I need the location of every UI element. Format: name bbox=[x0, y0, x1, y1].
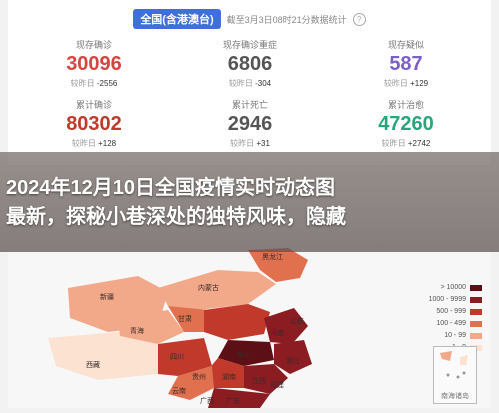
help-icon[interactable]: ? bbox=[352, 12, 366, 26]
stat-value: 47260 bbox=[378, 113, 434, 135]
stat-total-cured: 累计治愈 47260 较昨日 +2742 bbox=[326, 98, 486, 149]
stat-total-confirmed: 累计确诊 80302 较昨日 +128 bbox=[14, 98, 174, 149]
map-region-qinghai bbox=[118, 310, 184, 344]
map-region-hunan bbox=[208, 358, 244, 388]
map-region-zhejiang bbox=[274, 340, 312, 374]
stat-delta: 较昨日 +2742 bbox=[381, 139, 431, 148]
map-label: 湖北 bbox=[236, 352, 250, 359]
stats-panel: 全国(含港澳台) 截至3月3日08时21分数据统计 ? 现存确诊 30096 较… bbox=[8, 0, 491, 165]
map-label: 内蒙古 bbox=[198, 285, 219, 292]
legend-item: 10 - 99 bbox=[420, 330, 482, 341]
map-label: 广东 bbox=[226, 398, 240, 405]
stat-delta: 较昨日 +128 bbox=[71, 139, 117, 148]
headline-overlay bbox=[0, 152, 499, 252]
legend-item: 500 - 999 bbox=[420, 306, 482, 317]
legend-item: 100 - 499 bbox=[420, 318, 482, 329]
stat-label: 现存确诊重症 bbox=[222, 40, 277, 50]
map-label: 江西 bbox=[252, 378, 266, 385]
map-label: 新疆 bbox=[100, 294, 114, 301]
map-label: 河南 bbox=[270, 330, 284, 337]
stat-label: 累计死亡 bbox=[231, 100, 268, 110]
map-label: 贵州 bbox=[192, 374, 206, 381]
stats-header: 全国(含港澳台) 截至3月3日08时21分数据统计 ? bbox=[8, 8, 491, 30]
map-region-yunnan-guizhou bbox=[168, 366, 214, 400]
update-time: 截至3月3日08时21分数据统计 bbox=[226, 14, 347, 25]
map-region-xizang bbox=[48, 332, 158, 380]
map-label: 黑龙江 bbox=[262, 254, 283, 261]
stat-value: 6806 bbox=[227, 53, 273, 75]
inset-label: 南海诸岛 bbox=[441, 393, 469, 400]
stat-label: 累计治愈 bbox=[387, 100, 424, 110]
stat-label: 累计确诊 bbox=[75, 100, 112, 110]
stat-delta: 较昨日 +129 bbox=[383, 79, 429, 88]
map-region-sichuan bbox=[158, 338, 212, 376]
stat-label: 现存确诊 bbox=[75, 40, 112, 50]
stat-value: 30096 bbox=[66, 53, 122, 75]
china-map[interactable] bbox=[8, 248, 491, 408]
stat-current-severe: 现存确诊重症 6806 较昨日 -304 bbox=[170, 38, 330, 89]
map-label: 山东 bbox=[290, 318, 304, 325]
stat-value: 80302 bbox=[66, 113, 122, 135]
map-region-north bbox=[204, 304, 270, 340]
map-region-jiangxi bbox=[244, 364, 288, 394]
map-label: 甘肃 bbox=[178, 316, 192, 323]
stat-delta: 较昨日 +31 bbox=[230, 139, 270, 148]
headline[interactable]: 2024年12月10日全国疫情实时动态图 最新，探秘小巷深处的独特风味，隐藏 bbox=[6, 174, 496, 232]
scope-badge[interactable]: 全国(含港澳台) bbox=[133, 9, 221, 29]
stat-value: 587 bbox=[389, 53, 423, 75]
headline-line-2: 最新，探秘小巷深处的独特风味，隐藏 bbox=[6, 206, 346, 228]
map-label: 湖南 bbox=[222, 374, 236, 381]
map-region-shandong-henan bbox=[264, 308, 308, 344]
map-label: 广西 bbox=[200, 398, 214, 405]
legend-item: 1000 - 9999 bbox=[420, 294, 482, 305]
map-label: 青海 bbox=[130, 328, 144, 335]
stat-value: 2946 bbox=[227, 113, 273, 135]
map-legend: > 10000 1000 - 9999 500 - 999 100 - 499 … bbox=[420, 282, 482, 354]
map-label: 四川 bbox=[170, 354, 184, 361]
inset-map bbox=[440, 351, 468, 379]
map-label: 西藏 bbox=[86, 362, 100, 369]
south-china-sea-inset: 南海诸岛 bbox=[433, 346, 477, 404]
stat-delta: 较昨日 -304 bbox=[228, 79, 272, 88]
map-region-hubei bbox=[218, 340, 274, 366]
map-label: 浙江 bbox=[286, 358, 300, 365]
map-label: 云南 bbox=[172, 388, 186, 395]
stat-label: 现存疑似 bbox=[387, 40, 424, 50]
map-region-neimenggu bbox=[158, 270, 276, 310]
map-panel bbox=[8, 248, 491, 408]
map-label: 福建 bbox=[270, 382, 284, 389]
stat-total-deaths: 累计死亡 2946 较昨日 +31 bbox=[170, 98, 330, 149]
stat-delta: 较昨日 -2556 bbox=[70, 79, 118, 88]
stat-current-confirmed: 现存确诊 30096 较昨日 -2556 bbox=[14, 38, 174, 89]
map-region-gansu bbox=[168, 306, 208, 332]
headline-line-1: 2024年12月10日全国疫情实时动态图 bbox=[6, 177, 335, 199]
legend-item: > 10000 bbox=[420, 282, 482, 293]
map-region-guangdong-guangxi bbox=[208, 388, 270, 408]
map-region-heilongjiang bbox=[248, 248, 308, 282]
stat-current-suspected: 现存疑似 587 较昨日 +129 bbox=[326, 38, 486, 89]
